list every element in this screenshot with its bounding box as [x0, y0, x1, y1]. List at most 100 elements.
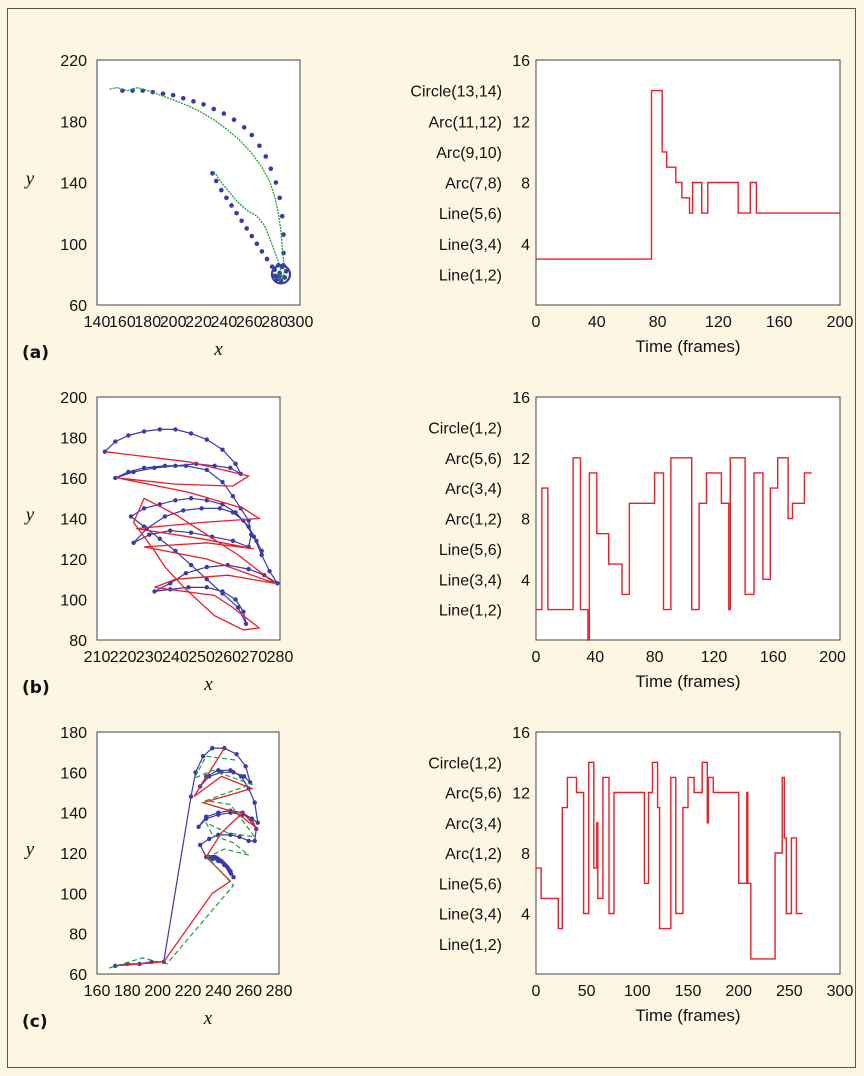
chart-b-class: 0 40 80 120 160 200 4 8 12 16 Time (frames) Circle(… — [428, 390, 846, 691]
data-point — [113, 439, 118, 444]
x-tick-label: 220 — [175, 983, 202, 1000]
x-tick-label: 140 — [84, 314, 111, 331]
x-tick-label: 150 — [675, 983, 702, 1000]
y-tick-label: 4 — [521, 907, 530, 924]
data-point — [188, 496, 194, 501]
y-tick-label: 220 — [60, 53, 87, 70]
data-point — [220, 479, 225, 485]
x-tick-label: 120 — [705, 314, 732, 331]
x-axis-label: Time (frames) — [635, 1006, 740, 1025]
data-point — [267, 568, 272, 574]
data-point — [183, 463, 189, 469]
data-point — [257, 143, 262, 149]
x-tick-label: 180 — [134, 314, 161, 331]
data-point — [204, 467, 209, 473]
y-tick-label: 100 — [60, 593, 87, 610]
data-point — [188, 562, 194, 568]
data-point — [213, 178, 219, 184]
data-point — [186, 585, 191, 590]
data-point — [126, 469, 131, 475]
x-tick-label: 160 — [766, 314, 793, 331]
data-point — [259, 552, 264, 558]
y-tick-label: 120 — [60, 846, 87, 863]
data-layer — [109, 86, 292, 285]
data-point — [264, 256, 270, 262]
category-label: Line(1,2) — [439, 937, 502, 954]
category-label: Line(3,4) — [439, 907, 502, 924]
x-tick-label: 200 — [725, 983, 752, 1000]
category-label: Line(3,4) — [439, 237, 502, 254]
data-point — [220, 591, 225, 596]
data-point — [241, 609, 246, 614]
category-label: Arc(7,8) — [445, 176, 502, 193]
chart-c-class: 0 50 100 150 200 250 300 4 8 12 16 Time (frames) Cir… — [428, 725, 853, 1025]
data-point — [183, 570, 189, 576]
data-point — [259, 548, 264, 554]
y-tick-label: 160 — [60, 765, 87, 782]
x-axis-label: x — [203, 674, 213, 695]
category-label: Line(1,2) — [439, 267, 502, 284]
data-point — [254, 538, 259, 543]
y-tick-label: 180 — [60, 725, 87, 742]
data-point — [210, 745, 215, 751]
x-tick-label: 100 — [624, 983, 651, 1000]
data-point — [141, 506, 147, 511]
plot-area — [535, 731, 841, 975]
data-point — [275, 581, 280, 586]
data-point — [152, 589, 157, 594]
data-point — [231, 875, 236, 880]
data-point — [233, 461, 238, 467]
x-tick-label: 160 — [84, 983, 111, 1000]
data-point — [259, 249, 265, 254]
y-tick-label: 140 — [60, 176, 87, 193]
x-tick-label: 300 — [827, 983, 854, 1000]
data-point — [241, 125, 247, 130]
y-tick-label: 4 — [521, 572, 530, 589]
data-layer — [108, 745, 260, 969]
data-point — [249, 233, 255, 239]
y-tick-label: 12 — [512, 451, 530, 468]
x-tick-label: 240 — [162, 649, 189, 666]
category-label: Arc(3,4) — [445, 816, 502, 833]
data-point — [140, 88, 145, 93]
x-tick-label: 50 — [578, 983, 596, 1000]
x-tick-label: 160 — [760, 649, 787, 666]
plot-area — [535, 396, 841, 641]
data-point — [228, 768, 233, 773]
y-tick-label: 60 — [69, 967, 87, 984]
x-tick-label: 200 — [160, 314, 187, 331]
data-point — [128, 514, 134, 519]
panel-label: (b) — [22, 678, 50, 698]
data-point — [246, 838, 251, 844]
data-point — [188, 794, 194, 799]
data-point — [263, 154, 269, 159]
data-point — [228, 465, 233, 471]
y-tick-label: 120 — [60, 552, 87, 569]
chart-c-traj: 160 180 200 220 240 260 2806080100120140160180… — [22, 725, 292, 1032]
data-point — [268, 166, 274, 172]
y-tick-label: 80 — [69, 927, 87, 944]
y-tick-label: 180 — [60, 114, 87, 131]
category-label: Circle(1,2) — [428, 420, 502, 437]
data-point — [217, 506, 223, 511]
data-layer — [102, 427, 280, 631]
x-tick-label: 230 — [136, 649, 163, 666]
plot-area — [96, 731, 280, 975]
data-point — [204, 577, 209, 582]
data-point — [173, 548, 178, 554]
data-point — [235, 605, 241, 610]
x-tick-label: 240 — [205, 983, 232, 1000]
data-point — [220, 447, 225, 452]
data-point — [233, 597, 238, 602]
category-label: Arc(11,12) — [428, 114, 502, 131]
series-line — [109, 86, 286, 282]
x-tick-label: 200 — [827, 314, 854, 331]
x-tick-label: 210 — [84, 649, 111, 666]
data-point — [281, 232, 286, 237]
x-tick-label: 260 — [214, 649, 241, 666]
data-point — [173, 463, 178, 469]
step-line — [536, 761, 803, 960]
data-point — [219, 187, 224, 193]
category-label: Line(5,6) — [439, 206, 502, 223]
